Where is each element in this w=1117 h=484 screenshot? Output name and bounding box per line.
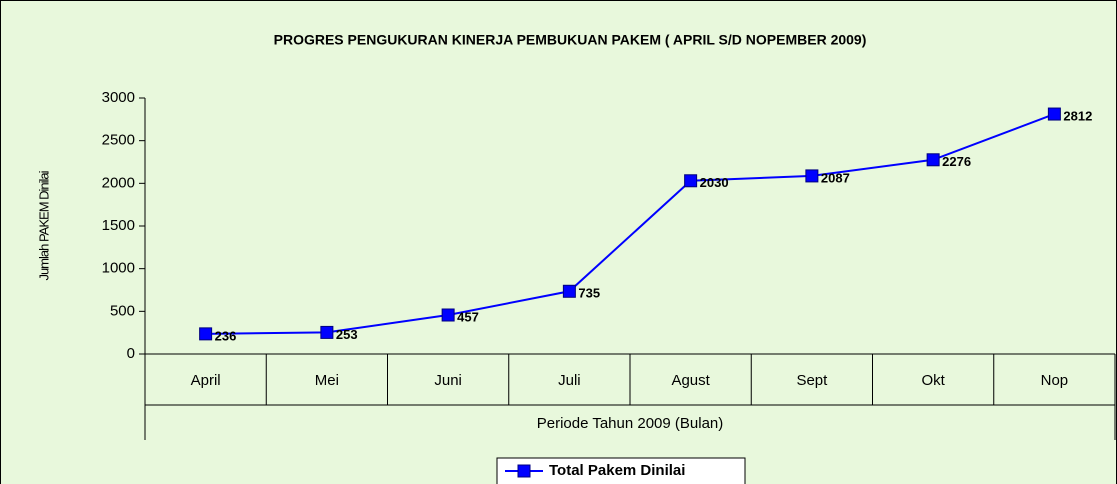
series-line <box>205 113 1055 335</box>
data-label: 2030 <box>700 175 729 190</box>
y-tick-label: 1500 <box>102 217 135 234</box>
data-label: 457 <box>457 309 479 324</box>
legend-label: Total Pakem Dinilai <box>549 462 685 479</box>
x-tick-label: Sept <box>796 372 828 389</box>
data-label: 2087 <box>821 170 850 185</box>
marker <box>562 284 576 298</box>
y-tick-label: 500 <box>110 302 135 319</box>
chart-title: PROGRES PENGUKURAN KINERJA PEMBUKUAN PAK… <box>274 32 867 48</box>
x-tick-label: Mei <box>315 372 339 389</box>
x-tick-label: April <box>191 372 221 389</box>
marker <box>320 325 334 339</box>
x-tick-label: Juni <box>434 372 462 389</box>
data-label: 236 <box>215 328 237 343</box>
y-tick-label: 1000 <box>102 260 135 277</box>
y-axis-title: Jumlah PAKEM Dinilai <box>36 170 51 280</box>
marker <box>805 169 819 183</box>
y-tick-label: 2000 <box>102 174 135 191</box>
y-tick-label: 0 <box>127 345 135 362</box>
marker <box>441 308 455 322</box>
y-tick-label: 2500 <box>102 132 135 149</box>
marker <box>926 153 940 167</box>
x-tick-label: Okt <box>921 372 945 389</box>
x-axis-title: Periode Tahun 2009 (Bulan) <box>537 415 724 432</box>
x-tick-label: Agust <box>671 372 710 389</box>
y-tick-label: 3000 <box>102 89 135 106</box>
marker <box>1047 107 1061 121</box>
data-label: 253 <box>336 327 358 342</box>
x-tick-label: Nop <box>1041 372 1069 389</box>
legend-marker <box>517 464 531 478</box>
data-label: 2276 <box>942 154 971 169</box>
x-tick-label: Juli <box>558 372 581 389</box>
marker <box>199 327 213 341</box>
data-label: 2812 <box>1063 108 1092 123</box>
data-label: 735 <box>578 286 600 301</box>
marker <box>684 174 698 188</box>
